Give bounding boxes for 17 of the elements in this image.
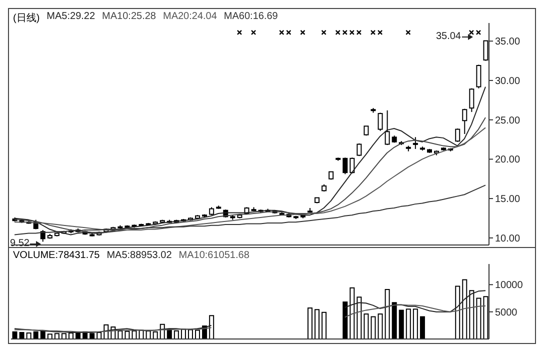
y-tick-label: 25.00 — [495, 115, 520, 126]
chart-title: (日线) — [13, 12, 40, 25]
text: MA5:88953.02 — [106, 250, 172, 261]
y-tick-label: 20.00 — [495, 154, 520, 166]
text: MA10:25.28 — [102, 11, 156, 24]
y-tick-label: 15.00 — [495, 194, 520, 206]
annotation: 35.04 — [436, 31, 461, 42]
text: VOLUME:78431.75 — [13, 250, 100, 261]
y-tick-label: 30.00 — [495, 76, 520, 88]
text: MA10:61051.68 — [178, 250, 250, 261]
y-tick-label: 5000 — [495, 307, 518, 318]
y-tick-label: 35.00 — [495, 36, 520, 48]
text: MA5:29.22 — [46, 11, 96, 24]
y-tick-label: 10.00 — [495, 233, 520, 244]
y-tick-label: 10000 — [495, 280, 524, 292]
text: MA20:24.04 — [162, 11, 217, 24]
text: MA60:16.69 — [224, 11, 278, 24]
